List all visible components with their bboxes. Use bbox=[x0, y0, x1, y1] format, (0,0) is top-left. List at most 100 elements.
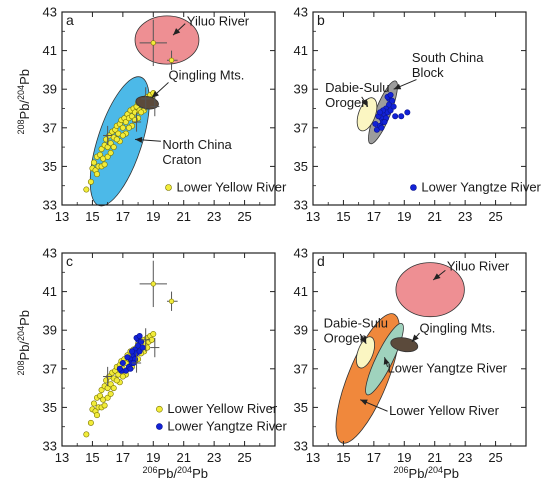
data-point bbox=[150, 40, 156, 46]
data-point bbox=[124, 354, 131, 361]
x-tick-label: 15 bbox=[85, 450, 99, 465]
y-axis-title-text: 208Pb/204Pb bbox=[16, 69, 32, 134]
x-tick-label: 25 bbox=[237, 209, 251, 224]
data-point bbox=[150, 281, 156, 287]
data-point bbox=[83, 186, 90, 193]
x-tick-label: 21 bbox=[176, 209, 190, 224]
panel-a-axes: 13 15 17 19 21 23 25 33 35 37 39 41 43 a bbox=[43, 5, 276, 224]
data-point bbox=[168, 298, 175, 304]
data-point bbox=[107, 149, 114, 156]
y-tick-label: 43 bbox=[43, 246, 57, 261]
y-tick-label: 37 bbox=[294, 120, 308, 135]
field-ellipse bbox=[356, 97, 378, 132]
x-tick-label: 21 bbox=[427, 209, 441, 224]
data-point bbox=[404, 109, 411, 116]
data-point bbox=[116, 365, 123, 372]
series-blue bbox=[116, 332, 146, 374]
data-point bbox=[119, 124, 126, 131]
y-tick-label: 37 bbox=[43, 120, 57, 135]
data-point bbox=[387, 91, 394, 98]
y-tick-label: 41 bbox=[294, 284, 308, 299]
label-yiluo-river: Yiluo River bbox=[187, 14, 250, 29]
data-point bbox=[101, 161, 108, 168]
x-tick-label: 23 bbox=[207, 209, 221, 224]
x-tick-label: 15 bbox=[85, 209, 99, 224]
x-tick-label: 17 bbox=[116, 450, 130, 465]
x-tick-label: 19 bbox=[146, 209, 160, 224]
legend-marker bbox=[156, 423, 163, 430]
panel-c-axes: 13 15 17 19 21 23 25 33 35 37 39 41 43 c bbox=[43, 246, 276, 465]
legend-label: Lower Yangtze River bbox=[167, 419, 287, 434]
data-point bbox=[122, 119, 129, 126]
data-point bbox=[110, 385, 117, 392]
arrow-head bbox=[359, 336, 367, 344]
plot-frame bbox=[61, 252, 276, 447]
y-tick-label: 43 bbox=[294, 5, 308, 20]
y-tick-label: 39 bbox=[43, 323, 57, 338]
y-tick-label: 37 bbox=[43, 361, 57, 376]
arrow-head bbox=[411, 334, 419, 342]
panel-letter: c bbox=[66, 253, 73, 269]
y-tick-label: 33 bbox=[43, 198, 57, 213]
x-tick-label: 25 bbox=[237, 450, 251, 465]
data-point bbox=[119, 360, 126, 367]
data-point bbox=[398, 113, 405, 120]
panel-b-axes: 13 15 17 19 21 23 25 33 35 37 39 41 43 b bbox=[294, 5, 527, 224]
panel-letter: a bbox=[66, 12, 74, 28]
data-point bbox=[107, 390, 114, 397]
y-tick-label: 43 bbox=[43, 5, 57, 20]
x-tick-label: 15 bbox=[336, 450, 350, 465]
y-axis-title-text: 208Pb/204Pb bbox=[16, 310, 32, 375]
series-blue bbox=[372, 91, 411, 133]
y-tick-label: 35 bbox=[43, 159, 57, 174]
label-orogen: Orogen bbox=[325, 95, 368, 110]
x-tick-label: 15 bbox=[336, 209, 350, 224]
arrow-head bbox=[393, 83, 402, 90]
label-orogen: Orogen bbox=[324, 330, 367, 345]
data-point bbox=[136, 332, 143, 339]
x-tick-label: 17 bbox=[367, 209, 381, 224]
data-point bbox=[98, 146, 105, 153]
data-point bbox=[128, 348, 135, 355]
field-ellipse bbox=[134, 15, 200, 65]
y-tick-label: 39 bbox=[294, 82, 308, 97]
x-tick-label: 19 bbox=[397, 209, 411, 224]
label-dabie-sulu: Dabie-Sulu bbox=[324, 315, 388, 330]
label-craton: Craton bbox=[162, 152, 201, 167]
x-tick-label: 13 bbox=[306, 209, 320, 224]
data-point bbox=[90, 159, 97, 166]
data-point bbox=[119, 373, 126, 380]
data-point bbox=[168, 57, 175, 63]
x-tick-label: 23 bbox=[458, 450, 472, 465]
y-tick-label: 41 bbox=[294, 43, 308, 58]
x-tick-label: 23 bbox=[207, 450, 221, 465]
data-point bbox=[136, 348, 143, 355]
arrow-head bbox=[173, 28, 181, 36]
data-point bbox=[97, 392, 104, 399]
data-point bbox=[104, 153, 111, 160]
label-south-china: South China bbox=[412, 50, 484, 65]
label-dabie-sulu: Dabie-Sulu bbox=[325, 80, 389, 95]
data-point bbox=[389, 97, 396, 104]
label-block: Block bbox=[412, 65, 444, 80]
data-point bbox=[110, 144, 117, 151]
legend-label: Lower Yellow River bbox=[167, 401, 278, 416]
y-tick-label: 33 bbox=[294, 439, 308, 454]
data-point bbox=[113, 377, 120, 384]
data-point bbox=[390, 103, 397, 110]
label-lower-yangtze: Lower Yangtze River bbox=[388, 361, 508, 376]
x-axis-title-text: 206Pb/204Pb bbox=[143, 465, 208, 481]
label-north-china: North China bbox=[162, 137, 232, 152]
panel-c: Lower Yellow River Lower Yangtze River bbox=[83, 260, 288, 438]
data-point bbox=[372, 120, 379, 127]
x-tick-label: 13 bbox=[55, 450, 69, 465]
y-tick-label: 35 bbox=[294, 400, 308, 415]
label-qingling-mts: Qingling Mts. bbox=[420, 320, 496, 335]
data-point bbox=[83, 431, 90, 438]
data-point bbox=[104, 394, 111, 401]
data-point bbox=[119, 132, 126, 139]
label-qingling-mts: Qingling Mts. bbox=[169, 68, 245, 83]
panel-d-axes: 13 15 17 19 21 23 25 33 35 37 39 41 43 d bbox=[294, 246, 527, 465]
panel-letter: d bbox=[317, 253, 325, 269]
